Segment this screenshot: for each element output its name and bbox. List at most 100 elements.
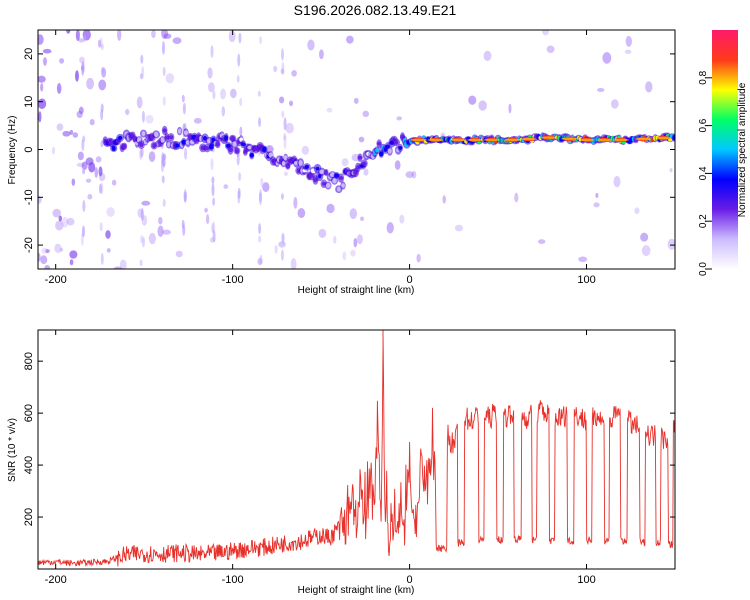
heatmap-cell xyxy=(157,225,164,237)
heatmap-cell xyxy=(100,43,104,51)
heatmap-cell xyxy=(640,232,649,242)
heatmap-cell xyxy=(175,250,183,258)
heatmap-cell xyxy=(205,146,210,151)
heatmap-cell xyxy=(211,182,215,197)
heatmap-cell xyxy=(283,117,287,131)
heatmap-cell xyxy=(211,223,215,234)
snr-x-label: Height of straight line (km) xyxy=(298,585,415,596)
heatmap-cell xyxy=(291,70,297,77)
heatmap-cell xyxy=(232,141,237,147)
heatmap-cell xyxy=(69,250,78,259)
snr-y-ticks: 200 400 600 800 xyxy=(23,352,675,526)
heatmap-cell xyxy=(655,136,672,140)
colorbar-tick-label: 0.2 xyxy=(698,214,709,228)
heatmap-cell xyxy=(410,138,427,142)
heatmap-cell xyxy=(165,72,175,84)
heatmap-cell xyxy=(283,132,287,141)
heatmap-cell xyxy=(298,160,303,166)
spectrogram-y-ticks: -20 -10 0 10 20 xyxy=(23,48,675,253)
heatmap-cell xyxy=(281,110,285,118)
heatmap-cell xyxy=(161,175,165,184)
heatmap-cell xyxy=(162,128,167,133)
heatmap-cell xyxy=(215,142,220,147)
heatmap-cell xyxy=(274,245,278,254)
heatmap-cell xyxy=(318,228,327,238)
heatmap-cell xyxy=(162,229,172,235)
heatmap-cell xyxy=(85,157,94,166)
heatmap-cell xyxy=(148,151,156,162)
heatmap-cell xyxy=(289,100,294,107)
heatmap-cell xyxy=(66,217,75,226)
heatmap-cell xyxy=(478,100,487,111)
snr-panel: -200 -100 0 100 200 400 600 800 Height of stra… xyxy=(7,329,676,596)
heatmap-cell xyxy=(234,147,239,154)
heatmap-cell xyxy=(106,207,115,218)
heatmap-cell xyxy=(38,75,46,83)
heatmap-cell xyxy=(229,88,237,99)
heatmap-cell xyxy=(399,214,405,224)
heatmap-cell xyxy=(117,135,123,141)
heatmap-cell xyxy=(139,73,143,80)
colorbar-gradient xyxy=(712,30,738,269)
heatmap-cell xyxy=(342,251,347,261)
heatmap-cell xyxy=(332,177,337,184)
heatmap-cell xyxy=(89,118,95,126)
heatmap-cell xyxy=(81,161,88,170)
heatmap-cell xyxy=(221,106,226,117)
heatmap-cell xyxy=(111,179,117,186)
heatmap-cell xyxy=(99,222,103,232)
spectrogram-x-label: Height of straight line (km) xyxy=(298,285,415,296)
spectrogram-x-tick-label: 100 xyxy=(577,274,595,286)
heatmap-cell xyxy=(416,253,421,263)
heatmap-cell xyxy=(38,111,42,123)
heatmap-cell xyxy=(136,96,143,109)
heatmap-cell xyxy=(193,117,202,124)
heatmap-cell xyxy=(281,62,285,75)
heatmap-cell xyxy=(258,235,262,243)
heatmap-cell xyxy=(281,233,285,243)
heatmap-cell xyxy=(78,106,84,115)
heatmap-cell xyxy=(183,190,187,203)
heatmap-cell xyxy=(247,145,252,150)
heatmap-cell xyxy=(162,198,166,208)
heatmap-cell xyxy=(44,264,51,269)
heatmap-cell xyxy=(212,197,216,206)
heatmap-cell xyxy=(667,238,675,250)
colorbar-tick-label: 0.0 xyxy=(698,262,709,276)
spectrogram-plot-area xyxy=(38,30,675,269)
heatmap-cell xyxy=(69,259,74,266)
heatmap-cell xyxy=(145,114,154,124)
heatmap-cell xyxy=(450,138,467,142)
heatmap-cell xyxy=(59,58,65,64)
heatmap-cell xyxy=(514,192,519,203)
heatmap-cell xyxy=(237,187,241,199)
spectrogram-y-tick-label: 20 xyxy=(23,48,35,60)
heatmap-cell xyxy=(259,188,263,203)
heatmap-cell xyxy=(483,50,492,62)
heatmap-cell xyxy=(319,169,325,174)
heatmap-cell xyxy=(139,142,144,147)
heatmap-cell xyxy=(350,249,356,257)
heatmap-cell xyxy=(98,172,106,182)
snr-x-tick-label: -200 xyxy=(45,574,67,586)
heatmap-cell xyxy=(394,140,399,145)
heatmap-cell xyxy=(362,161,367,166)
heatmap-cell xyxy=(97,39,101,48)
heatmap-cell xyxy=(98,79,107,91)
heatmap-cell xyxy=(122,143,127,149)
snr-y-tick-label: 400 xyxy=(23,456,35,474)
heatmap-cell xyxy=(184,147,188,160)
heatmap-cell xyxy=(357,155,363,160)
heatmap-cell xyxy=(394,160,401,170)
heatmap-cell xyxy=(76,110,83,118)
heatmap-cell xyxy=(62,130,71,137)
heatmap-cell xyxy=(52,208,61,218)
heatmap-cell xyxy=(333,235,337,244)
heatmap-cell xyxy=(237,190,241,204)
heatmap-cell xyxy=(278,241,286,248)
spectrogram-y-tick-label: 0 xyxy=(23,146,35,152)
heatmap-cell xyxy=(265,145,274,154)
heatmap-cell xyxy=(148,232,156,245)
heatmap-cell xyxy=(212,230,216,243)
